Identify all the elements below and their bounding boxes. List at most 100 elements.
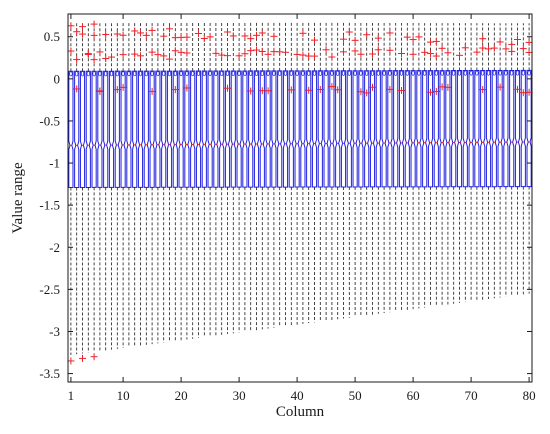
outlier-marker (485, 45, 492, 53)
outlier-marker (340, 48, 347, 56)
box-column (253, 22, 260, 331)
outlier-marker (160, 52, 168, 60)
box-body (207, 70, 213, 188)
box-body (85, 70, 91, 188)
box-column (374, 22, 382, 314)
box-body (381, 70, 387, 188)
outlier-marker (206, 33, 214, 41)
box-notch (237, 70, 241, 77)
box-notch (254, 70, 259, 76)
box-column (415, 23, 423, 309)
box-column (247, 22, 255, 331)
box-column (461, 23, 469, 303)
box-notch (423, 70, 427, 76)
box-column (73, 22, 81, 355)
axes-frame (67, 13, 533, 383)
box-notch (312, 70, 317, 76)
box-notch (127, 71, 131, 77)
outlier-marker (311, 52, 318, 60)
outlier-marker (305, 86, 313, 94)
box-body (166, 70, 173, 188)
box-body (485, 69, 492, 188)
box-body (201, 70, 207, 188)
outlier-marker (525, 88, 533, 96)
y-tick-label: -3.5 (39, 366, 60, 381)
box-notch (452, 70, 456, 76)
box-body (497, 69, 503, 188)
box-column (96, 22, 104, 352)
box-body (253, 70, 260, 188)
outlier-marker (79, 30, 86, 38)
box-notch (272, 70, 276, 76)
box-notch (307, 70, 311, 76)
outlier-marker (67, 357, 75, 365)
outlier-marker (73, 56, 81, 64)
outlier-marker (195, 30, 202, 38)
x-tick-label: 20 (175, 388, 188, 403)
box-body (277, 70, 283, 188)
outlier-marker (369, 83, 376, 91)
box-column (322, 22, 330, 321)
box-notch (109, 71, 114, 77)
box-body (509, 69, 515, 188)
outlier-marker (432, 52, 440, 60)
box-column (195, 22, 202, 338)
outlier-marker (403, 33, 411, 41)
box-notch (382, 70, 386, 76)
box-column (293, 22, 301, 325)
box-notch (405, 70, 409, 76)
box-notch (80, 71, 85, 77)
y-axis-label: Value range (10, 162, 26, 234)
box-column (421, 23, 429, 308)
box-notch (498, 70, 502, 76)
outlier-marker (90, 20, 98, 28)
box-body (387, 70, 393, 188)
box-notch (162, 71, 166, 77)
box-body (108, 70, 115, 188)
outlier-marker (282, 48, 289, 56)
outlier-marker (363, 31, 371, 39)
box-notch (289, 70, 293, 76)
outlier-marker (409, 50, 417, 58)
outlier-marker (328, 83, 336, 91)
box-body (79, 70, 86, 188)
box-column (305, 22, 313, 324)
box-notch (457, 70, 462, 76)
box-notch (515, 70, 520, 76)
box-body (271, 70, 277, 188)
box-body (398, 70, 405, 188)
box-notch (486, 70, 491, 76)
box-body (369, 70, 376, 188)
box-column (235, 22, 243, 333)
box-body (311, 70, 318, 188)
box-body (230, 70, 236, 188)
y-tick-label: -2 (49, 240, 60, 255)
box-notch (121, 71, 125, 77)
outlier-marker (369, 50, 376, 58)
outlier-marker (166, 55, 173, 63)
box-notch (86, 71, 90, 77)
outlier-marker (160, 32, 168, 40)
outlier-marker (73, 85, 81, 93)
box-column (68, 22, 74, 356)
y-tick-label: -1.5 (39, 198, 60, 213)
outlier-marker (345, 28, 353, 36)
outlier-marker (502, 45, 510, 53)
box-notch (318, 70, 322, 76)
box-body (224, 70, 231, 188)
box-body (456, 70, 463, 188)
box-notch (370, 70, 375, 76)
outlier-marker (119, 83, 127, 91)
box-column (398, 23, 405, 311)
outlier-marker (113, 86, 121, 94)
box-notch (324, 70, 328, 76)
box-notch (185, 71, 189, 77)
outlier-marker (490, 44, 498, 52)
outlier-marker (67, 47, 75, 55)
box-notch (411, 70, 415, 76)
box-body (346, 70, 352, 188)
box-column (113, 22, 121, 349)
box-column (154, 22, 162, 344)
box-body (329, 70, 335, 188)
box-column (218, 22, 226, 335)
